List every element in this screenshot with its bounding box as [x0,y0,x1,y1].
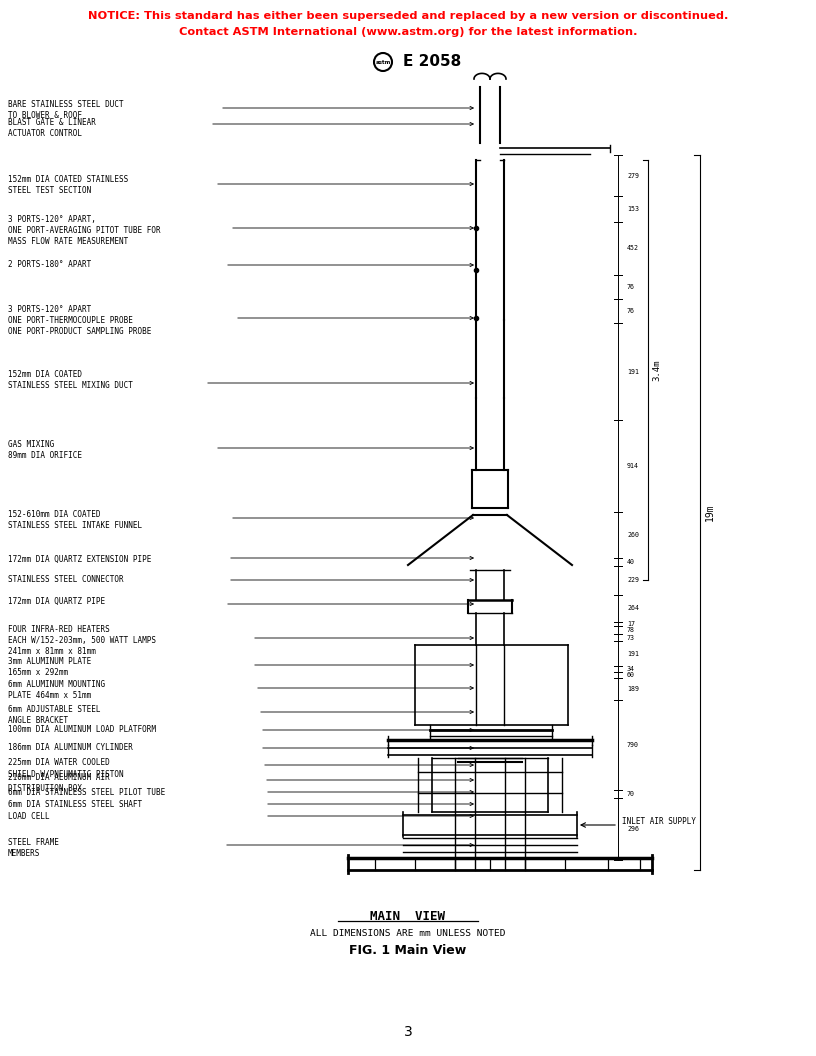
Text: 210mm DIA ALUMINUM AIR
DISTRIBUTION BOX: 210mm DIA ALUMINUM AIR DISTRIBUTION BOX [8,773,109,793]
Text: LOAD CELL: LOAD CELL [8,812,50,821]
Text: E 2058: E 2058 [403,55,461,70]
Text: 172mm DIA QUARTZ PIPE: 172mm DIA QUARTZ PIPE [8,597,105,606]
Text: 152mm DIA COATED STAINLESS
STEEL TEST SECTION: 152mm DIA COATED STAINLESS STEEL TEST SE… [8,175,128,195]
Text: 76: 76 [627,284,635,290]
Text: 790: 790 [627,742,639,748]
Text: 229: 229 [627,578,639,584]
Text: 191: 191 [627,369,639,375]
Text: 264: 264 [627,605,639,611]
Text: FOUR INFRA-RED HEATERS
EACH W/152-203mm, 500 WATT LAMPS
241mm x 81mm x 81mm: FOUR INFRA-RED HEATERS EACH W/152-203mm,… [8,625,156,656]
Text: ALL DIMENSIONS ARE mm UNLESS NOTED: ALL DIMENSIONS ARE mm UNLESS NOTED [310,929,506,939]
Text: 78: 78 [627,627,635,633]
Text: 152mm DIA COATED
STAINLESS STEEL MIXING DUCT: 152mm DIA COATED STAINLESS STEEL MIXING … [8,370,133,390]
Text: 3mm ALUMINUM PLATE
165mm x 292mm: 3mm ALUMINUM PLATE 165mm x 292mm [8,657,91,677]
Text: 260: 260 [627,532,639,538]
Text: 17: 17 [627,621,635,627]
Text: 6mm ALUMINUM MOUNTING
PLATE 464mm x 51mm: 6mm ALUMINUM MOUNTING PLATE 464mm x 51mm [8,680,105,700]
Text: 6mm DIA STAINLESS STEEL PILOT TUBE: 6mm DIA STAINLESS STEEL PILOT TUBE [8,788,166,797]
Text: astm: astm [375,59,391,64]
Text: 70: 70 [627,791,635,797]
Text: MAIN  VIEW: MAIN VIEW [370,909,446,923]
Text: 186mm DIA ALUMINUM CYLINDER: 186mm DIA ALUMINUM CYLINDER [8,743,133,752]
Text: 3: 3 [404,1025,412,1039]
Text: 3.4m: 3.4m [652,359,661,381]
Text: 19m: 19m [705,504,715,522]
Text: 6mm DIA STAINLESS STEEL SHAFT: 6mm DIA STAINLESS STEEL SHAFT [8,800,142,809]
Text: 914: 914 [627,463,639,469]
Text: 3 PORTS-120° APART
ONE PORT-THERMOCOUPLE PROBE
ONE PORT-PRODUCT SAMPLING PROBE: 3 PORTS-120° APART ONE PORT-THERMOCOUPLE… [8,305,152,336]
Text: 452: 452 [627,245,639,251]
Text: BARE STAINLESS STEEL DUCT
TO BLOWER & ROOF: BARE STAINLESS STEEL DUCT TO BLOWER & RO… [8,100,124,120]
Text: NOTICE: This standard has either been superseded and replaced by a new version o: NOTICE: This standard has either been su… [88,11,728,21]
Text: 152-610mm DIA COATED
STAINLESS STEEL INTAKE FUNNEL: 152-610mm DIA COATED STAINLESS STEEL INT… [8,510,142,530]
Text: GAS MIXING
89mm DIA ORIFICE: GAS MIXING 89mm DIA ORIFICE [8,440,82,460]
Text: 153: 153 [627,206,639,212]
Text: FIG. 1 Main View: FIG. 1 Main View [349,943,467,957]
Text: 191: 191 [627,650,639,657]
Text: BLAST GATE & LINEAR
ACTUATOR CONTROL: BLAST GATE & LINEAR ACTUATOR CONTROL [8,118,95,138]
Text: 172mm DIA QUARTZ EXTENSION PIPE: 172mm DIA QUARTZ EXTENSION PIPE [8,555,152,564]
Text: 34: 34 [627,666,635,672]
Text: 73: 73 [627,635,635,641]
Text: 6mm ADJUSTABLE STEEL
ANGLE BRACKET: 6mm ADJUSTABLE STEEL ANGLE BRACKET [8,705,100,725]
Text: 76: 76 [627,308,635,314]
Text: 40: 40 [627,559,635,565]
Text: 60: 60 [627,672,635,678]
Text: 189: 189 [627,686,639,692]
Text: 100mm DIA ALUMINUM LOAD PLATFORM: 100mm DIA ALUMINUM LOAD PLATFORM [8,725,156,734]
Text: Contact ASTM International (www.astm.org) for the latest information.: Contact ASTM International (www.astm.org… [179,27,637,37]
Text: STAINLESS STEEL CONNECTOR: STAINLESS STEEL CONNECTOR [8,576,124,584]
Text: STEEL FRAME
MEMBERS: STEEL FRAME MEMBERS [8,838,59,859]
Text: 279: 279 [627,172,639,178]
Text: 225mm DIA WATER COOLED
SHIELD W/PNEUMATIC PISTON: 225mm DIA WATER COOLED SHIELD W/PNEUMATI… [8,758,124,778]
Text: INLET AIR SUPPLY: INLET AIR SUPPLY [622,817,696,827]
Text: 3 PORTS-120° APART,
ONE PORT-AVERAGING PITOT TUBE FOR
MASS FLOW RATE MEASUREMENT: 3 PORTS-120° APART, ONE PORT-AVERAGING P… [8,215,161,246]
Text: 296: 296 [627,826,639,832]
Text: 2 PORTS-180° APART: 2 PORTS-180° APART [8,260,91,269]
